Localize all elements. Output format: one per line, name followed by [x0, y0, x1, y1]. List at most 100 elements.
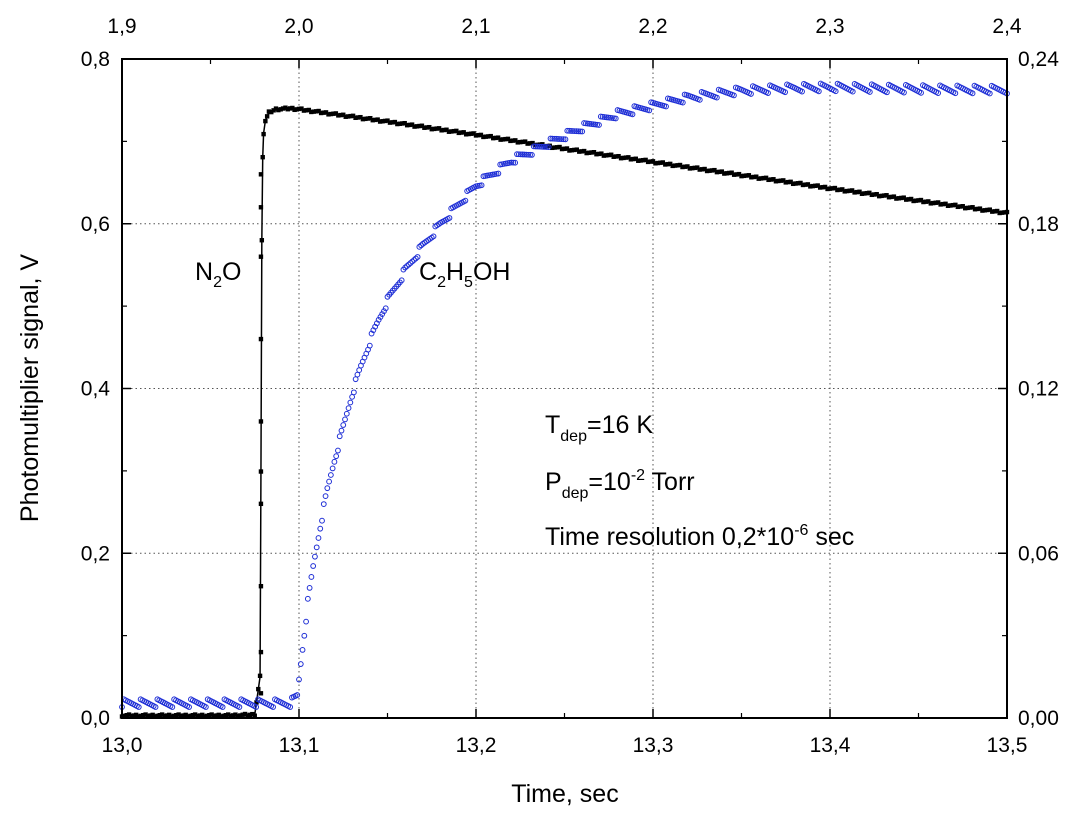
n2o-point	[867, 190, 872, 196]
series-n2o	[119, 105, 1010, 719]
x2-tick-label: 1,9	[107, 15, 136, 38]
c2h5oh-point	[545, 144, 552, 150]
n2o-point	[547, 143, 552, 148]
n2o-point	[136, 714, 141, 719]
n2o-point	[891, 194, 897, 199]
n2o-point	[164, 713, 170, 718]
c2h5oh-point	[308, 574, 315, 580]
c2h5oh-point	[663, 103, 669, 110]
c2h5oh-point	[918, 89, 924, 96]
x-tick-label: 13,5	[987, 734, 1028, 757]
n2o-point	[594, 152, 599, 157]
c2h5oh-point	[327, 472, 334, 478]
n2o-point	[257, 673, 263, 679]
n2o-point	[717, 169, 722, 175]
n2o-point	[400, 121, 405, 126]
n2o-point	[707, 168, 712, 173]
c2h5oh-point	[540, 143, 546, 150]
n2o-point	[692, 165, 697, 171]
n2o-point	[446, 129, 452, 134]
n2o-point	[131, 713, 136, 718]
n2o-point	[913, 198, 919, 203]
n2o-point	[518, 139, 523, 145]
n2o-point	[256, 686, 261, 692]
n2o-point	[258, 469, 264, 474]
n2o-point	[751, 174, 756, 180]
n2o-point	[439, 128, 444, 133]
n2o-point	[174, 712, 179, 718]
n2o-point	[783, 180, 788, 185]
label-c2h5oh-b: H	[446, 258, 464, 286]
n2o-point	[992, 209, 997, 214]
n2o-point	[864, 190, 870, 196]
c2h5oh-point	[547, 135, 554, 142]
n2o-point	[613, 154, 619, 159]
n2o-point	[481, 134, 486, 140]
c2h5oh-point	[553, 135, 560, 142]
annotation-resolution-sup: -6	[794, 522, 808, 539]
c2h5oh-point	[782, 89, 789, 96]
c2h5oh-point	[564, 127, 571, 134]
c2h5oh-point	[558, 136, 565, 143]
n2o-point	[242, 711, 248, 717]
c2h5oh-point	[515, 151, 522, 158]
n2o-point	[204, 713, 210, 719]
ticks	[121, 58, 1008, 719]
c2h5oh-point	[343, 410, 350, 417]
n2o-point	[500, 137, 506, 142]
n2o-point	[183, 712, 188, 718]
y-axis-title: Photomultiplier signal, V	[16, 254, 44, 523]
n2o-point	[650, 159, 656, 164]
c2h5oh-point	[525, 151, 532, 158]
n2o-point	[638, 158, 643, 163]
c2h5oh-point	[336, 433, 343, 440]
c2h5oh-point	[969, 90, 976, 97]
c2h5oh-point	[430, 233, 437, 240]
n2o-point	[259, 238, 265, 243]
n2o-point	[800, 182, 806, 188]
n2o-point	[918, 197, 924, 203]
c2h5oh-point	[629, 111, 636, 118]
n2o-point	[847, 188, 852, 193]
n2o-point	[889, 194, 894, 200]
c2h5oh-point	[575, 128, 582, 135]
x-tick-label: 13,0	[102, 734, 143, 757]
n2o-point	[223, 712, 229, 718]
n2o-point	[129, 713, 134, 719]
annotation-pdep-sup: -2	[631, 467, 645, 484]
n2o-point	[795, 181, 801, 186]
n2o-point	[623, 155, 629, 160]
n2o-point	[857, 189, 862, 194]
n2o-point	[714, 169, 720, 175]
n2o-point	[845, 188, 850, 194]
n2o-point	[159, 712, 165, 717]
c2h5oh-point	[514, 151, 520, 158]
c2h5oh-point	[350, 389, 357, 396]
n2o-point	[869, 192, 874, 198]
n2o-point	[815, 183, 820, 188]
c2h5oh-point	[901, 89, 907, 96]
n2o-point	[904, 197, 909, 202]
annotation-pdep-rest: Torr	[645, 468, 695, 496]
n2o-point	[953, 202, 958, 208]
n2o-point	[449, 129, 454, 134]
n2o-point	[258, 691, 264, 696]
c2h5oh-point	[301, 632, 308, 639]
n2o-point	[618, 155, 624, 161]
n2o-point	[478, 132, 484, 138]
n2o-point	[331, 111, 336, 116]
n2o-point	[508, 138, 513, 144]
n2o-point	[658, 160, 663, 165]
c2h5oh-point	[347, 399, 354, 406]
n2o-point	[316, 108, 321, 114]
annotation-pdep-mid: =10	[588, 468, 630, 496]
y-tick-label: 0,8	[81, 48, 110, 71]
n2o-point	[596, 151, 602, 157]
n2o-point	[955, 204, 961, 210]
n2o-point	[550, 145, 555, 151]
c2h5oh-point	[270, 704, 276, 710]
c2h5oh-point	[555, 136, 561, 142]
n2o-point	[987, 207, 992, 212]
n2o-point	[318, 110, 324, 116]
c2h5oh-point	[331, 458, 338, 465]
